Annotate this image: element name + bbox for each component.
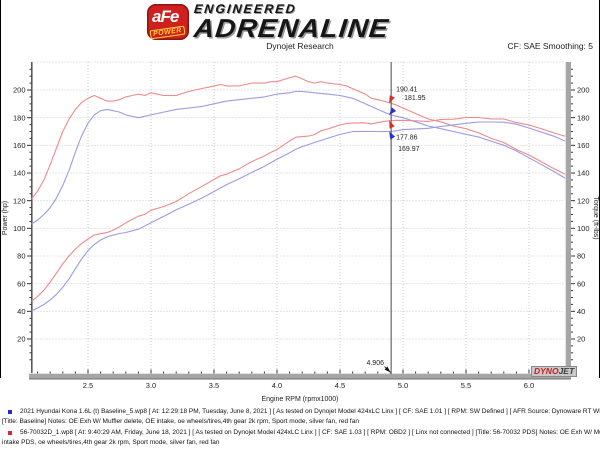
torque-tick-label: 100 — [577, 224, 590, 233]
pds-run-notes: intake PDS, oe wheels/tires,4th gear 2k … — [2, 439, 220, 446]
baseline-torque-curve — [31, 90, 565, 225]
run-pds-legend: 56-70032D_1.wp8 [ At: 9:40:29 AM, Friday… — [0, 428, 600, 448]
run-baseline-legend: 2021 Hyundai Kona 1.6L (t) Baseline_5.wp… — [0, 407, 600, 427]
x-tick-label: 5.5 — [461, 381, 471, 390]
torque-tick-label: 20 — [577, 335, 585, 344]
power-tick-label: 60 — [17, 279, 25, 288]
power-tick-label: 200 — [13, 86, 26, 95]
power-tick-label: 40 — [17, 307, 25, 316]
header: aFe POWER ENGINEERED ADRENALINE Dynojet … — [0, 0, 600, 58]
afe-power-logo: aFe POWER — [147, 4, 189, 40]
left-axis-line — [31, 62, 33, 373]
axis-frame — [29, 62, 571, 380]
baseline-torque-cursor-value: 181.95 — [404, 95, 426, 102]
baseline-run-info: 2021 Hyundai Kona 1.6L (t) Baseline_5.wp… — [20, 408, 600, 415]
pds-power-curve — [31, 116, 565, 302]
torque-tick-label: 120 — [577, 196, 590, 205]
x-tick-label: 4.5 — [335, 381, 345, 390]
torque-tick-label: 200 — [577, 86, 590, 95]
x-tick-label: 6.0 — [524, 381, 534, 390]
pds-run-info: 56-70032D_1.wp8 [ At: 9:40:29 AM, Friday… — [20, 429, 600, 436]
right-axis-bar — [565, 62, 571, 373]
power-tick-label: 120 — [13, 196, 26, 205]
cursor-rpm-pointer-arrowhead — [384, 366, 391, 373]
baseline-power-cursor-arrow — [389, 131, 396, 140]
smoothing-setting-label: CF: SAE Smoothing: 5 — [507, 41, 593, 51]
power-tick-label: 180 — [13, 113, 26, 122]
pds-power-cursor-arrow — [389, 120, 395, 129]
x-axis: 2.5 3.0 3.5 4.0 4.5 5.0 5.5 6.0 Engine RPM (rpmx… — [37, 369, 555, 403]
x-tick-label: 2.5 — [83, 381, 93, 390]
afe-logo-text: aFe — [152, 7, 179, 26]
torque-tick-label: 140 — [577, 169, 590, 178]
baseline-power-cursor-value: 169.97 — [398, 146, 420, 153]
brand-adrenaline-text: ADRENALINE — [192, 13, 391, 43]
y-axes: 20 20 40 40 60 60 80 80 100 100 120 120 140 140 160 160… — [2, 68, 599, 361]
gridlines — [31, 61, 565, 373]
baseline-run-notes: [Title: Baseline] Notes: OE Exh W/ Muffl… — [2, 418, 359, 425]
power-axis-title: Power (hp) — [2, 201, 9, 235]
x-axis-title: Engine RPM (rpmx1000) — [261, 396, 338, 403]
cursor-group: 4.906 190.41 181.95 177.86 169.97 — [366, 62, 426, 374]
dyno-chart: 2.5 3.0 3.5 4.0 4.5 5.0 5.5 6.0 Engine RPM (rpmx… — [2, 61, 599, 403]
x-tick-label: 3.5 — [209, 381, 219, 390]
brand-wordmark: ENGINEERED ADRENALINE — [192, 2, 390, 43]
afe-power-banner: POWER — [149, 25, 186, 40]
torque-tick-label: 40 — [577, 307, 585, 316]
torque-tick-label: 80 — [577, 252, 585, 261]
x-tick-label: 5.0 — [398, 381, 408, 390]
torque-tick-label: 160 — [577, 141, 590, 150]
power-tick-label: 80 — [17, 252, 25, 261]
power-tick-label: 160 — [13, 141, 26, 150]
power-tick-label: 100 — [13, 224, 26, 233]
torque-axis-title: Torque (ft-lbs) — [592, 196, 599, 239]
dynojet-research-title: Dynojet Research — [266, 41, 334, 51]
window-border-left — [0, 0, 1, 378]
baseline-power-curve — [31, 121, 565, 312]
dynojet-watermark: DYNOJET — [531, 366, 578, 377]
power-tick-label: 140 — [13, 169, 26, 178]
power-tick-label: 20 — [17, 335, 25, 344]
baseline-torque-cursor-arrow — [389, 107, 397, 115]
torque-tick-label: 60 — [577, 279, 585, 288]
pds-torque-cursor-arrow — [389, 95, 395, 104]
baseline-run-bullet — [8, 410, 12, 414]
torque-tick-label: 180 — [577, 113, 590, 122]
run-legend: 2021 Hyundai Kona 1.6L (t) Baseline_5.wp… — [0, 407, 600, 448]
pds-torque-curve — [31, 75, 565, 200]
pds-torque-cursor-value: 190.41 — [396, 86, 418, 93]
x-axis-bar — [29, 373, 571, 379]
cursor-rpm-label: 4.906 — [366, 360, 384, 367]
pds-run-bullet — [8, 431, 12, 435]
pds-power-cursor-value: 177.86 — [396, 135, 418, 142]
x-tick-label: 3.0 — [146, 381, 156, 390]
x-tick-label: 4.0 — [272, 381, 282, 390]
dyno-curves — [31, 75, 565, 312]
